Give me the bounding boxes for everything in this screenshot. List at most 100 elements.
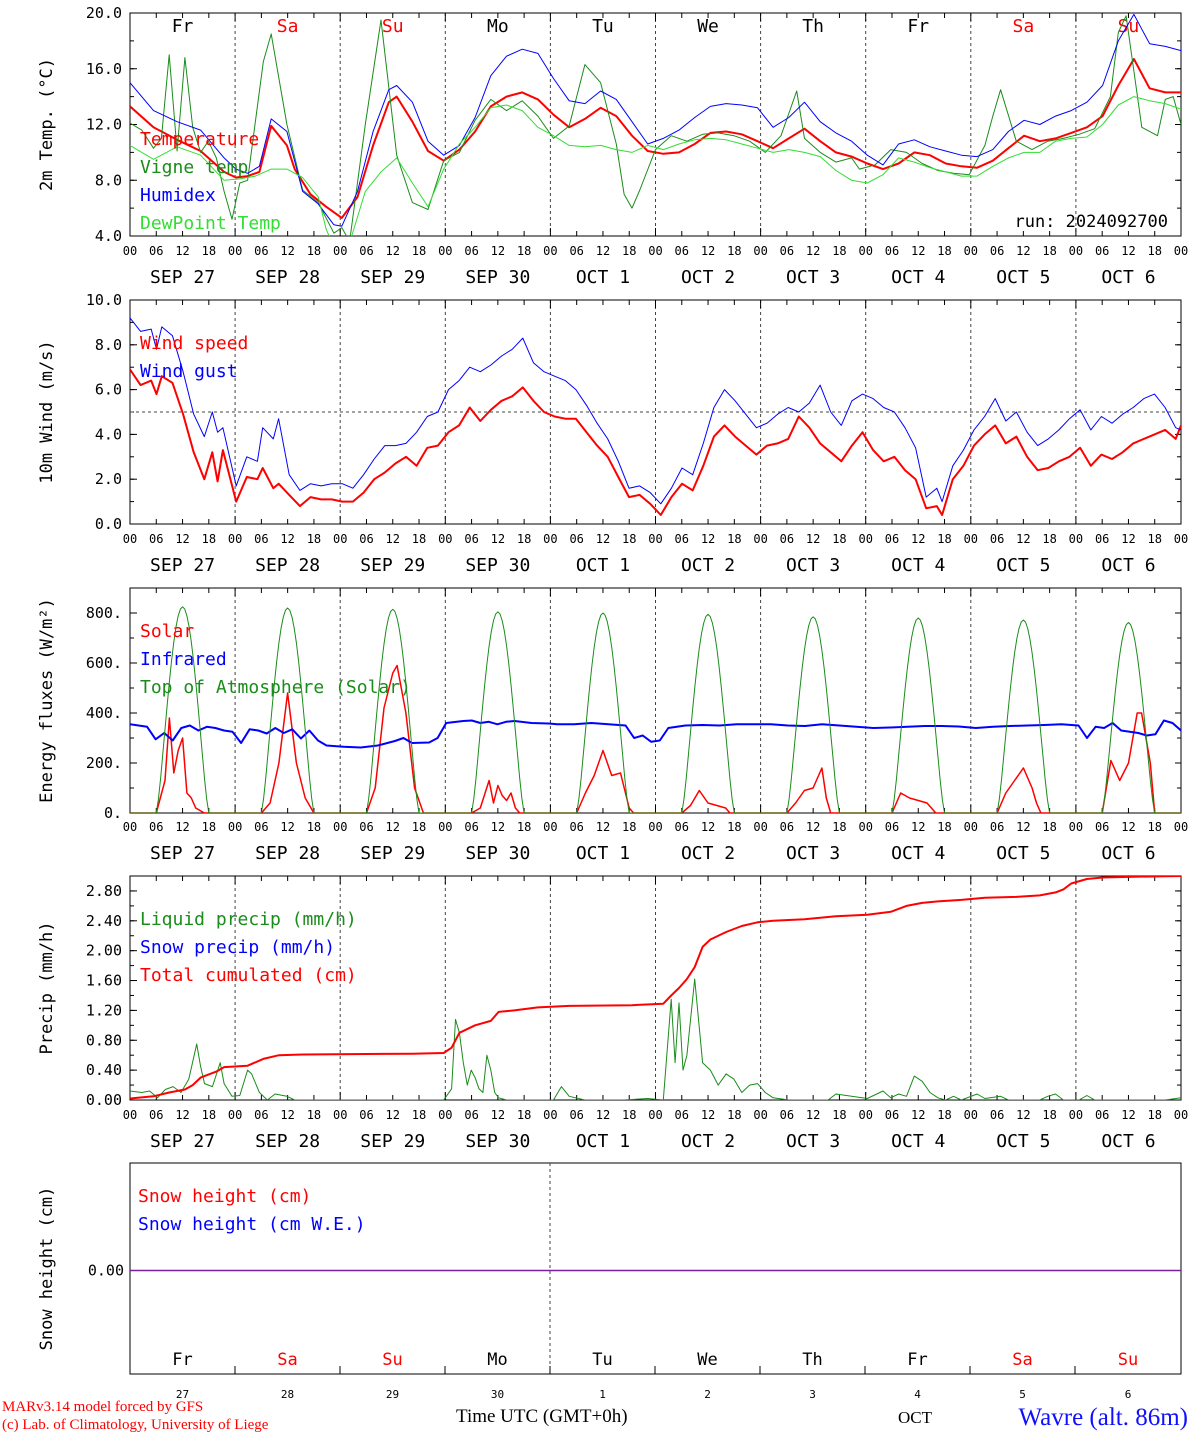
hour-label: 00 (753, 244, 767, 258)
hour-label: 00 (753, 532, 767, 546)
hour-label: 00 (333, 244, 347, 258)
y-axis-label: 10m Wind (m/s) (37, 340, 57, 483)
weekday-label: Fr (907, 1350, 927, 1370)
hour-label: 06 (464, 1108, 478, 1122)
hour-label: 00 (228, 244, 242, 258)
panel-2: 0.0 2.0 4.0 6.0 8.0 10.0 10m Wind (m/s) 00 06 12 1… (37, 291, 1188, 576)
hour-label: 06 (675, 1108, 689, 1122)
hour-label: 18 (1147, 244, 1161, 258)
hour-label: 00 (123, 244, 137, 258)
legend-snow-height-cm-w-e-: Snow height (cm W.E.) (138, 1214, 366, 1235)
hour-label: 12 (1121, 820, 1135, 834)
y-tick-label: 1.20 (86, 1001, 122, 1019)
date-label: OCT 6 (1101, 843, 1155, 864)
hour-label: 06 (885, 820, 899, 834)
y-axis-label: Energy fluxes (W/m²) (37, 598, 57, 803)
weekday-label: Th (802, 1350, 822, 1370)
panel-3: 0. 200. 400. 600. 800. Energy fluxes (W/m²) 00… (37, 587, 1188, 864)
weekday-label: Sa (1013, 16, 1035, 37)
y-tick-label: 0.40 (86, 1061, 122, 1079)
hour-label: 06 (254, 244, 268, 258)
hour-label: 06 (359, 244, 373, 258)
hour-label: 00 (1174, 820, 1188, 834)
y-tick-label: 8.0 (95, 336, 122, 354)
hour-label: 00 (123, 1108, 137, 1122)
hour-label: 12 (701, 820, 715, 834)
hour-label: 12 (596, 244, 610, 258)
series-wind-gust (130, 317, 1181, 505)
hour-label: 00 (438, 820, 452, 834)
hour-label: 06 (990, 820, 1004, 834)
hour-label: 18 (727, 244, 741, 258)
hour-label: 12 (1016, 1108, 1030, 1122)
hour-label: 06 (780, 820, 794, 834)
panel-frame (129, 587, 1182, 814)
hour-label: 18 (202, 244, 216, 258)
hour-label: 00 (333, 1108, 347, 1122)
date-label: OCT 6 (1101, 267, 1155, 288)
hour-label: 00 (438, 532, 452, 546)
hour-label: 00 (1069, 532, 1083, 546)
hour-label: 12 (1121, 1108, 1135, 1122)
hour-label: 18 (412, 532, 426, 546)
hour-label: 00 (964, 532, 978, 546)
day-number-label: 3 (809, 1388, 816, 1401)
date-label: OCT 2 (681, 843, 735, 864)
hour-label: 00 (648, 1108, 662, 1122)
hour-label: 00 (228, 1108, 242, 1122)
hour-label: 06 (359, 820, 373, 834)
hour-label: 18 (1042, 244, 1056, 258)
hour-label: 06 (464, 244, 478, 258)
hour-label: 06 (675, 532, 689, 546)
hour-label: 18 (937, 244, 951, 258)
panel-1: 4.0 8.0 12.0 16.0 20.0 2m Temp. (°C) 00 06 12 18 0… (37, 4, 1188, 288)
hour-label: 06 (1095, 244, 1109, 258)
hour-label: 00 (1174, 244, 1188, 258)
hour-label: 18 (832, 244, 846, 258)
date-label: OCT 2 (681, 267, 735, 288)
date-label: OCT 5 (996, 267, 1050, 288)
hour-label: 18 (202, 1108, 216, 1122)
hour-label: 06 (569, 1108, 583, 1122)
hour-label: 00 (753, 820, 767, 834)
hour-label: 06 (254, 1108, 268, 1122)
hour-label: 12 (280, 244, 294, 258)
date-label: OCT 1 (576, 555, 630, 576)
hour-label: 00 (438, 244, 452, 258)
date-label: SEP 28 (255, 555, 320, 576)
hour-label: 12 (701, 1108, 715, 1122)
hour-label: 06 (885, 244, 899, 258)
hour-label: 06 (149, 1108, 163, 1122)
legend-snow-height-cm-: Snow height (cm) (138, 1186, 311, 1207)
hour-label: 06 (149, 532, 163, 546)
date-label: OCT 6 (1101, 1131, 1155, 1152)
hour-label: 06 (569, 532, 583, 546)
date-label: OCT 5 (996, 843, 1050, 864)
y-tick-label: 4.0 (95, 425, 122, 443)
day-number-label: 4 (914, 1388, 921, 1401)
hour-label: 18 (622, 1108, 636, 1122)
weekday-label: Sa (277, 1350, 297, 1370)
hour-label: 12 (175, 244, 189, 258)
legend-total-cumulated-cm-: Total cumulated (cm) (140, 965, 357, 986)
hour-label: 06 (149, 820, 163, 834)
hour-label: 06 (675, 820, 689, 834)
hour-label: 12 (806, 244, 820, 258)
hour-label: 18 (1042, 820, 1056, 834)
hour-label: 06 (1095, 820, 1109, 834)
hour-label: 00 (228, 532, 242, 546)
hour-label: 06 (885, 1108, 899, 1122)
date-label: OCT 1 (576, 843, 630, 864)
hour-label: 18 (937, 532, 951, 546)
hour-label: 12 (1121, 244, 1135, 258)
y-tick-label: 0.0 (95, 515, 122, 533)
hour-label: 12 (175, 820, 189, 834)
y-tick-label: 16.0 (86, 60, 122, 78)
hour-label: 18 (622, 532, 636, 546)
date-label: SEP 27 (150, 555, 215, 576)
panel-4: 0.00 0.40 0.80 1.20 1.60 2.00 2.40 2.80 Precip (… (37, 875, 1188, 1152)
y-axis-label: Precip (mm/h) (37, 921, 57, 1054)
legend-temperature: Temperature (140, 129, 259, 150)
hour-label: 00 (438, 1108, 452, 1122)
hour-label: 18 (832, 532, 846, 546)
